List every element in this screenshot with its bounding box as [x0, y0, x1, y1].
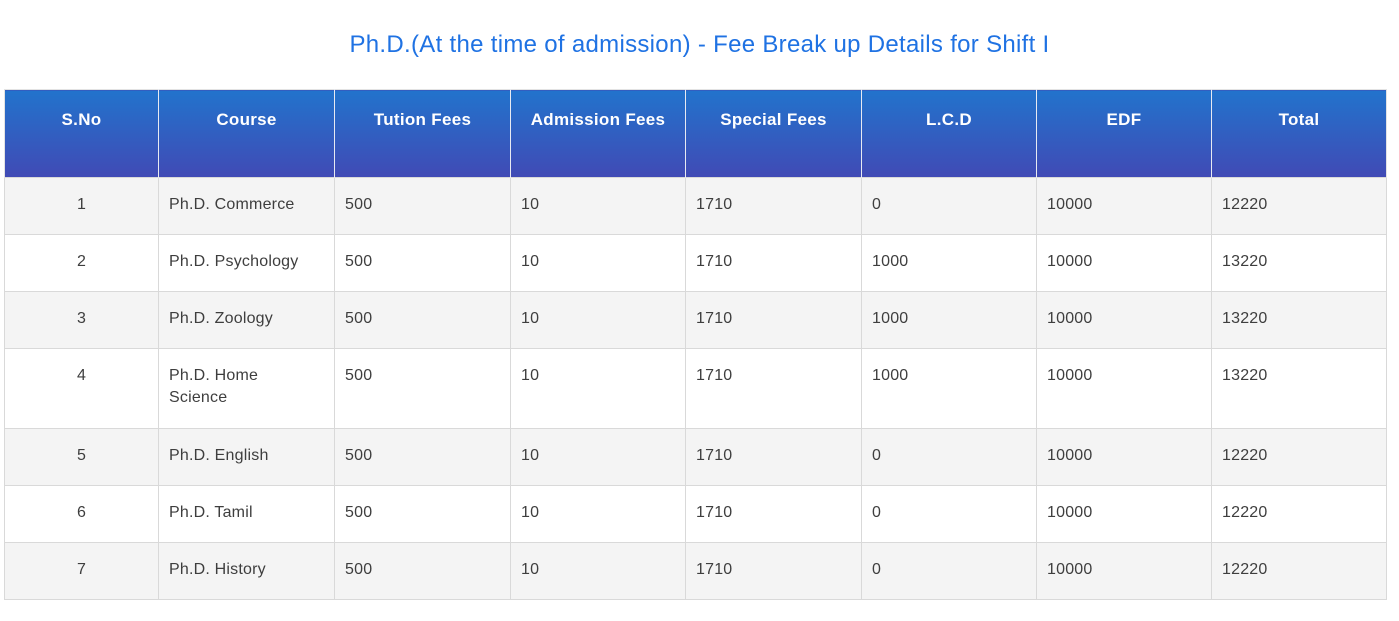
page-title: Ph.D.(At the time of admission) - Fee Br… [349, 31, 1050, 58]
cell-lcd: 0 [861, 177, 1037, 235]
cell-sno: 4 [4, 348, 159, 429]
cell-total: 12220 [1211, 542, 1387, 600]
cell-total: 12220 [1211, 428, 1387, 486]
cell-edf: 10000 [1036, 485, 1212, 543]
cell-tution-fees: 500 [334, 485, 511, 543]
cell-tution-fees: 500 [334, 542, 511, 600]
cell-special-fees: 1710 [685, 485, 862, 543]
cell-admission-fees: 10 [510, 485, 686, 543]
cell-special-fees: 1710 [685, 542, 862, 600]
cell-special-fees: 1710 [685, 428, 862, 486]
column-header-course: Course [158, 89, 335, 178]
cell-admission-fees: 10 [510, 291, 686, 349]
cell-tution-fees: 500 [334, 291, 511, 349]
column-header-sno: S.No [4, 89, 159, 178]
cell-lcd: 1000 [861, 291, 1037, 349]
cell-admission-fees: 10 [510, 348, 686, 429]
column-header-tution-fees: Tution Fees [334, 89, 511, 178]
cell-tution-fees: 500 [334, 177, 511, 235]
cell-admission-fees: 10 [510, 428, 686, 486]
cell-special-fees: 1710 [685, 291, 862, 349]
cell-course: Ph.D. History [158, 542, 335, 600]
cell-total: 13220 [1211, 234, 1387, 292]
cell-sno: 2 [4, 234, 159, 292]
table-header-row: S.No Course Tution Fees Admission Fees S… [4, 89, 1387, 178]
column-header-admission-fees: Admission Fees [510, 89, 686, 178]
cell-admission-fees: 10 [510, 234, 686, 292]
cell-tution-fees: 500 [334, 234, 511, 292]
cell-edf: 10000 [1036, 291, 1212, 349]
fee-breakup-table: S.No Course Tution Fees Admission Fees S… [4, 89, 1387, 600]
cell-edf: 10000 [1036, 348, 1212, 429]
table-row: 1 Ph.D. Commerce 500 10 1710 0 10000 122… [4, 177, 1387, 235]
cell-lcd: 1000 [861, 234, 1037, 292]
cell-tution-fees: 500 [334, 348, 511, 429]
cell-course: Ph.D. Psychology [158, 234, 335, 292]
cell-edf: 10000 [1036, 428, 1212, 486]
cell-total: 12220 [1211, 177, 1387, 235]
table-body: 1 Ph.D. Commerce 500 10 1710 0 10000 122… [4, 177, 1387, 600]
cell-lcd: 1000 [861, 348, 1037, 429]
cell-total: 13220 [1211, 291, 1387, 349]
cell-course: Ph.D. Tamil [158, 485, 335, 543]
cell-lcd: 0 [861, 485, 1037, 543]
cell-sno: 7 [4, 542, 159, 600]
cell-sno: 6 [4, 485, 159, 543]
cell-edf: 10000 [1036, 234, 1212, 292]
column-header-total: Total [1211, 89, 1387, 178]
cell-admission-fees: 10 [510, 542, 686, 600]
cell-sno: 3 [4, 291, 159, 349]
table-row: 3 Ph.D. Zoology 500 10 1710 1000 10000 1… [4, 291, 1387, 349]
column-header-special-fees: Special Fees [685, 89, 862, 178]
cell-sno: 1 [4, 177, 159, 235]
cell-admission-fees: 10 [510, 177, 686, 235]
cell-course: Ph.D. Home Science [158, 348, 335, 429]
cell-tution-fees: 500 [334, 428, 511, 486]
cell-special-fees: 1710 [685, 177, 862, 235]
cell-course: Ph.D. Zoology [158, 291, 335, 349]
cell-lcd: 0 [861, 542, 1037, 600]
column-header-edf: EDF [1036, 89, 1212, 178]
cell-edf: 10000 [1036, 177, 1212, 235]
cell-total: 13220 [1211, 348, 1387, 429]
cell-special-fees: 1710 [685, 234, 862, 292]
table-row: 7 Ph.D. History 500 10 1710 0 10000 1222… [4, 542, 1387, 600]
table-row: 6 Ph.D. Tamil 500 10 1710 0 10000 12220 [4, 485, 1387, 543]
cell-sno: 5 [4, 428, 159, 486]
table-row: 2 Ph.D. Psychology 500 10 1710 1000 1000… [4, 234, 1387, 292]
cell-edf: 10000 [1036, 542, 1212, 600]
column-header-lcd: L.C.D [861, 89, 1037, 178]
cell-course: Ph.D. Commerce [158, 177, 335, 235]
cell-total: 12220 [1211, 485, 1387, 543]
cell-lcd: 0 [861, 428, 1037, 486]
table-row: 5 Ph.D. English 500 10 1710 0 10000 1222… [4, 428, 1387, 486]
table-header: S.No Course Tution Fees Admission Fees S… [4, 89, 1387, 178]
table-row: 4 Ph.D. Home Science 500 10 1710 1000 10… [4, 348, 1387, 429]
cell-special-fees: 1710 [685, 348, 862, 429]
cell-course: Ph.D. English [158, 428, 335, 486]
